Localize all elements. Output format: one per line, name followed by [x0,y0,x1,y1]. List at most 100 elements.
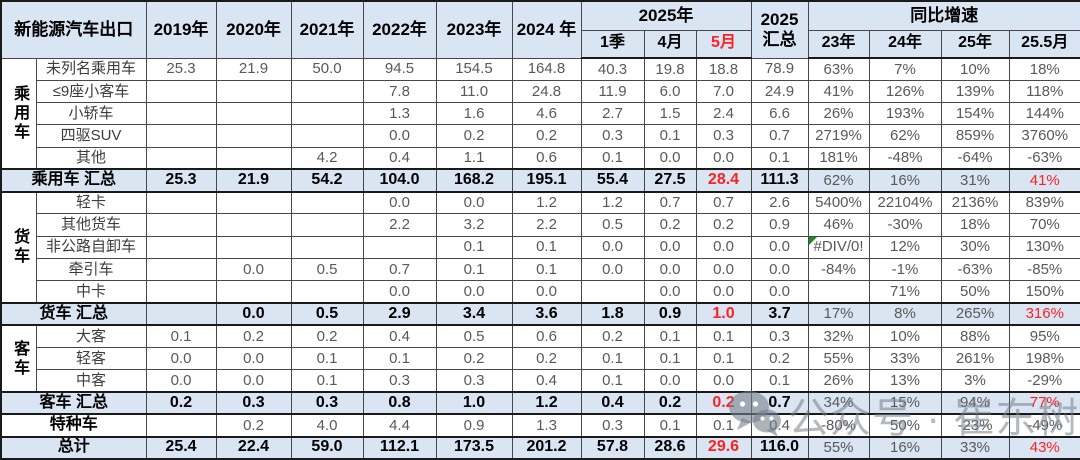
table-cell[interactable]: 0.2 [511,346,582,371]
table-cell[interactable]: 0.0 [145,369,217,393]
table-cell[interactable]: 0.9 [643,301,697,327]
table-cell[interactable]: 0.9 [435,413,513,438]
table-cell[interactable]: 77% [1008,390,1080,416]
col-header-2021[interactable]: 2021年 [290,0,364,59]
table-cell[interactable]: 0.2 [643,213,697,237]
table-cell[interactable]: 0.1 [580,146,645,170]
vehicle-group-label[interactable]: 客车 [0,324,37,393]
table-cell[interactable]: 0.1 [695,413,752,438]
table-cell[interactable]: 18% [940,213,1010,237]
table-cell[interactable]: 4.0 [290,413,364,438]
table-cell[interactable]: 118% [1008,79,1080,104]
table-cell[interactable]: 0.0 [215,257,292,282]
table-cell[interactable]: 24.8 [511,79,582,104]
table-cell[interactable]: 25.4 [145,435,217,460]
col-header-april[interactable]: 4月 [643,29,697,59]
table-cell[interactable]: 0.3 [435,369,513,393]
table-cell[interactable]: 26% [807,102,870,126]
col-header-may[interactable]: 5月 [695,29,752,59]
table-cell[interactable]: 1.8 [580,301,645,327]
table-cell[interactable]: 3760% [1008,124,1080,148]
table-cell[interactable]: 0.1 [290,369,364,393]
table-cell[interactable]: 0.5 [290,301,364,327]
col-header-2022[interactable]: 2022年 [362,0,437,59]
table-cell[interactable]: 126% [868,79,942,104]
table-cell[interactable]: 30% [940,235,1010,259]
table-cell[interactable]: -85% [1008,257,1080,282]
table-cell[interactable]: 2.4 [695,102,752,126]
table-cell[interactable]: 0.0 [750,235,809,259]
table-cell[interactable]: 0.5 [290,257,364,282]
table-cell[interactable]: 50% [868,413,942,438]
table-cell[interactable] [215,213,292,237]
col-group-2025[interactable]: 2025年 [580,0,752,31]
table-cell[interactable]: 6.6 [750,102,809,126]
table-cell[interactable]: 0.3 [695,124,752,148]
table-cell[interactable]: 71% [868,280,942,304]
table-cell[interactable]: 0.4 [362,324,437,348]
vehicle-group-label[interactable]: 货车 [0,191,37,304]
table-cell[interactable]: 0.1 [435,257,513,282]
table-cell[interactable]: 28.4 [695,168,752,193]
table-cell[interactable] [145,102,217,126]
table-cell[interactable]: 0.2 [145,390,217,416]
table-cell[interactable]: 2.2 [362,213,437,237]
col-header-yoy-24[interactable]: 24年 [868,29,942,59]
table-cell[interactable]: 0.3 [362,369,437,393]
table-cell[interactable]: 2.9 [362,301,437,327]
table-cell[interactable]: 13% [868,369,942,393]
table-cell[interactable]: 0.2 [580,324,645,348]
table-cell[interactable]: 0.2 [215,324,292,348]
table-cell[interactable] [215,235,292,259]
table-cell[interactable]: 78.9 [750,57,809,81]
table-cell[interactable]: 195.1 [511,168,582,193]
table-cell[interactable]: 25.3 [145,168,217,193]
table-cell[interactable]: 0.4 [511,369,582,393]
table-cell[interactable]: 0.4 [362,146,437,170]
table-cell[interactable] [290,280,364,304]
table-cell[interactable]: 0.0 [695,146,752,170]
table-cell[interactable]: 2136% [940,191,1010,215]
table-cell[interactable]: 1.0 [435,390,513,416]
table-cell[interactable] [145,191,217,215]
table-cell[interactable]: 139% [940,79,1010,104]
table-cell[interactable]: 21.9 [215,168,292,193]
table-cell[interactable]: 0.0 [145,346,217,371]
table-cell[interactable]: 1.2 [511,191,582,215]
table-cell[interactable] [580,280,645,304]
table-cell[interactable] [145,79,217,104]
table-cell[interactable]: 0.0 [215,346,292,371]
table-cell[interactable]: 0.1 [511,235,582,259]
table-cell[interactable]: 3.6 [511,301,582,327]
row-label[interactable]: 特种车 [0,413,147,438]
col-header-yoy-25-5[interactable]: 25.5月 [1008,29,1080,59]
table-cell[interactable]: 3.2 [435,213,513,237]
table-cell[interactable]: 0.0 [750,280,809,304]
table-cell[interactable]: 0.6 [511,324,582,348]
row-label[interactable]: 大客 [35,324,147,348]
table-cell[interactable]: 0.8 [362,390,437,416]
table-cell[interactable] [145,413,217,438]
col-header-q1[interactable]: 1季 [580,29,645,59]
table-cell[interactable]: 55% [807,346,870,371]
table-cell[interactable]: 0.0 [643,257,697,282]
table-cell[interactable]: 193% [868,102,942,126]
table-cell[interactable]: 1.2 [511,390,582,416]
table-cell[interactable]: 57.8 [580,435,645,460]
table-cell[interactable]: 0.0 [362,280,437,304]
table-cell[interactable] [145,280,217,304]
table-cell[interactable]: 0.0 [643,235,697,259]
col-header-2023[interactable]: 2023年 [435,0,513,59]
table-cell[interactable]: 41% [1008,168,1080,193]
table-cell[interactable] [215,280,292,304]
table-cell[interactable]: 0.2 [643,390,697,416]
table-cell[interactable]: 0.5 [435,324,513,348]
table-cell[interactable]: 150% [1008,280,1080,304]
table-cell[interactable]: 0.3 [580,124,645,148]
table-cell[interactable]: 0.1 [643,346,697,371]
table-cell[interactable]: 116.0 [750,435,809,460]
table-cell[interactable]: 54.2 [290,168,364,193]
table-cell[interactable]: 0.6 [511,146,582,170]
table-cell[interactable]: 0.1 [511,257,582,282]
table-cell[interactable]: 7% [868,57,942,81]
